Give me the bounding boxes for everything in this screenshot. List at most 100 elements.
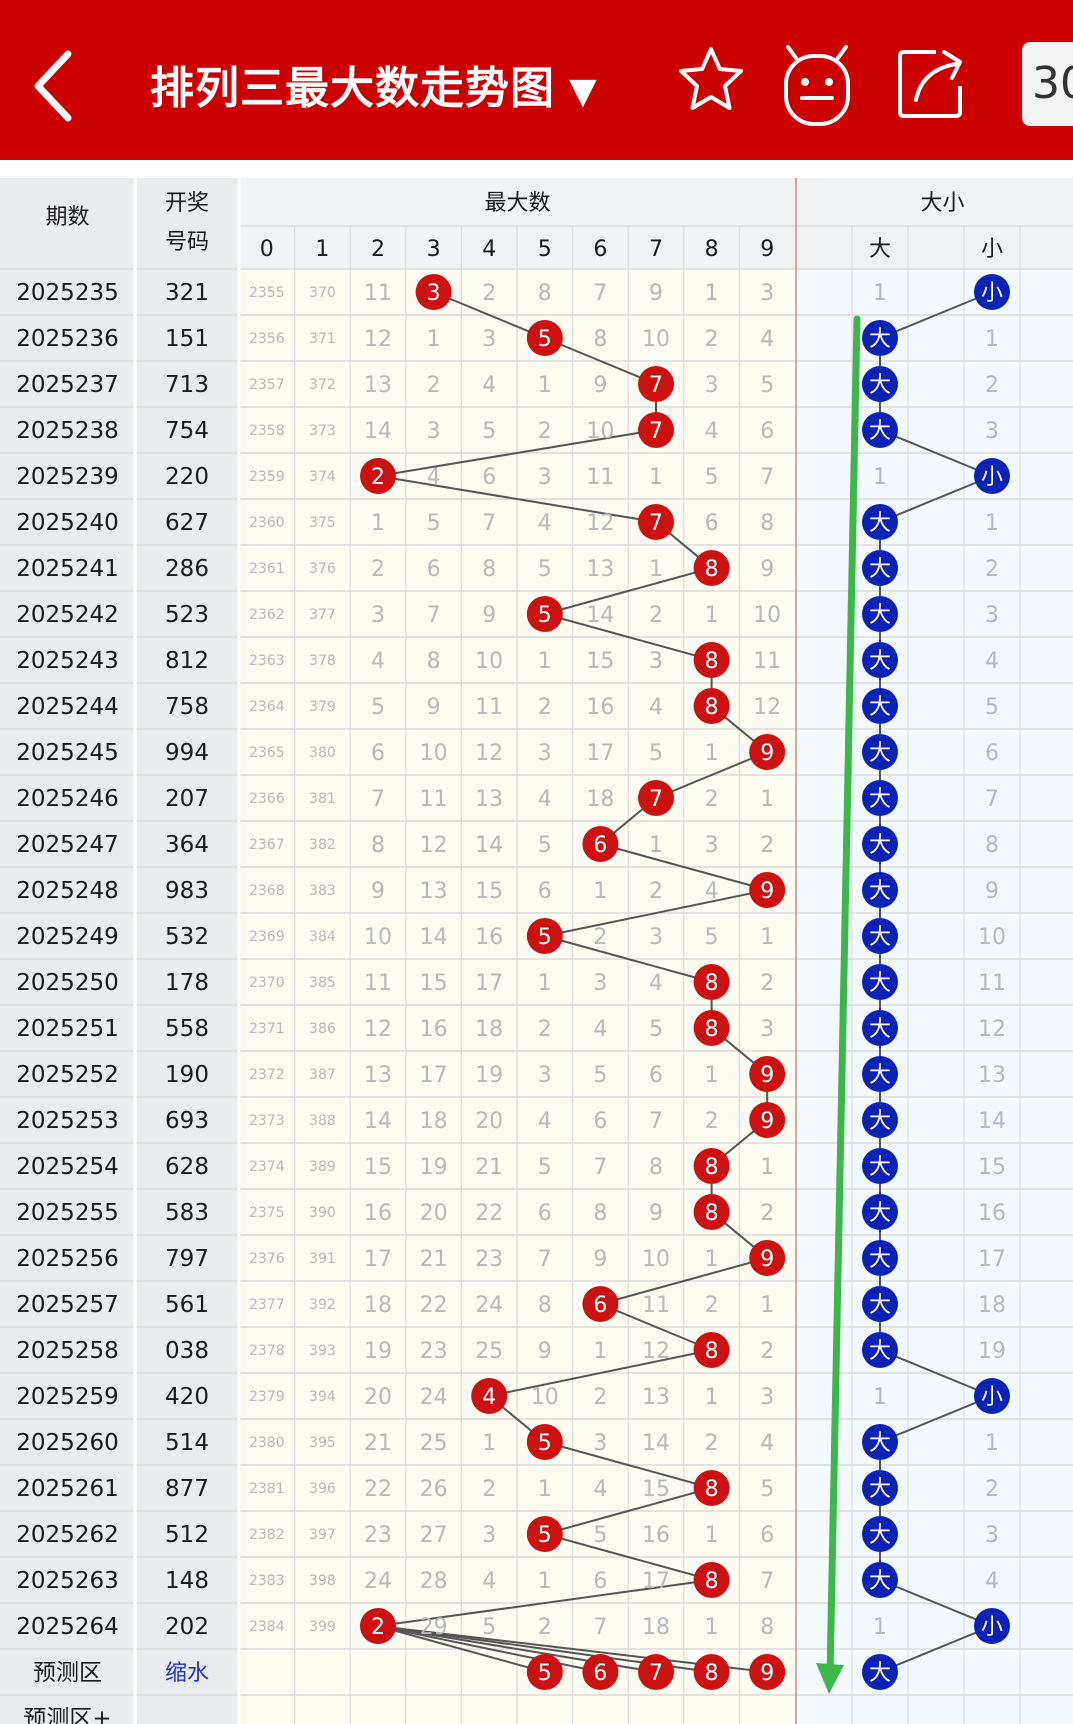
- digit-header-6: 6: [593, 237, 607, 262]
- omission-value: 5: [538, 557, 552, 582]
- size-omission-value: 19: [978, 1339, 1006, 1364]
- robot-button[interactable]: [780, 44, 854, 132]
- size-ball-label-ball: [974, 1608, 1010, 1644]
- omission-value: 7: [593, 1615, 607, 1640]
- omission-value: 2382: [249, 1527, 285, 1543]
- omission-value: 392: [309, 1297, 336, 1313]
- draw-number: 523: [165, 602, 209, 628]
- predict-size-label: 大: [869, 1661, 891, 1686]
- draw-number: 514: [165, 1430, 209, 1456]
- size-ball-label-ball: [862, 1332, 898, 1368]
- omission-value: 1: [705, 1523, 719, 1548]
- size-omission-value: 2: [985, 1477, 999, 1502]
- period-count-input[interactable]: 30: [1022, 42, 1073, 126]
- star-icon: [679, 47, 743, 110]
- max-digit-ball-label-ball: [415, 274, 452, 310]
- omission-value: 9: [593, 373, 607, 398]
- omission-value: 395: [309, 1435, 336, 1451]
- size-ball-label: 大: [869, 741, 891, 766]
- omission-value: 14: [475, 833, 503, 858]
- omission-value: 1: [427, 327, 441, 352]
- omission-value: 2366: [249, 791, 285, 807]
- omission-value: 6: [760, 1523, 774, 1548]
- size-ball-label-ball: [862, 1516, 898, 1552]
- omission-value: 5: [760, 1477, 774, 1502]
- omission-value: 6: [538, 879, 552, 904]
- omission-value: 4: [538, 511, 552, 536]
- draw-number: 877: [165, 1476, 209, 1502]
- omission-value: 7: [427, 603, 441, 628]
- omission-value: 5: [538, 1155, 552, 1180]
- omission-value: 10: [753, 603, 781, 628]
- page-title[interactable]: 排列三最大数走势图 ▼: [150, 52, 598, 116]
- omission-value: 1: [649, 833, 663, 858]
- issue-number: 2025246: [16, 786, 118, 812]
- omission-value: 1: [538, 971, 552, 996]
- draw-number: 512: [165, 1522, 209, 1548]
- omission-value: 2356: [249, 331, 285, 347]
- size-ball-label: 大: [869, 1063, 891, 1088]
- size-ball-label: 大: [869, 879, 891, 904]
- size-omission-value: 5: [985, 695, 999, 720]
- omission-value: 17: [586, 741, 614, 766]
- size-ball-label: 大: [869, 373, 891, 398]
- omission-value: 7: [482, 511, 496, 536]
- max-digit-ball-label: 6: [593, 833, 607, 858]
- omission-value: 7: [593, 1155, 607, 1180]
- omission-value: 23: [420, 1339, 448, 1364]
- omission-value: 5: [482, 1615, 496, 1640]
- size-ball-label-ball: [862, 1194, 898, 1230]
- digit-header-3: 3: [427, 237, 441, 262]
- draw-number: 220: [165, 464, 209, 490]
- issue-number: 2025257: [16, 1292, 118, 1318]
- share-icon: [898, 50, 962, 118]
- omission-value: 2: [760, 971, 774, 996]
- omission-value: 21: [364, 1431, 392, 1456]
- draw-number: 758: [165, 694, 209, 720]
- favorite-button[interactable]: [676, 44, 746, 118]
- omission-value: 24: [475, 1293, 503, 1318]
- omission-value: 4: [760, 327, 774, 352]
- size-omission-value: 18: [978, 1293, 1006, 1318]
- page-title-text: 排列三最大数走势图: [150, 63, 555, 114]
- max-digit-ball-label: 8: [705, 1477, 719, 1502]
- back-button[interactable]: [30, 48, 76, 128]
- omission-value: 8: [649, 1155, 663, 1180]
- omission-value: 1: [649, 465, 663, 490]
- size-ball-label: 大: [869, 1477, 891, 1502]
- omission-value: 378: [309, 653, 336, 669]
- predict-shrink-link[interactable]: 缩水: [165, 1661, 209, 1686]
- issue-number: 2025255: [16, 1200, 118, 1226]
- omission-value: 1: [760, 1293, 774, 1318]
- size-ball-label: 大: [869, 649, 891, 674]
- size-group-header: 大小: [920, 191, 964, 216]
- draw-number: 754: [165, 418, 209, 444]
- size-ball-label: 大: [869, 603, 891, 628]
- omission-value: 5: [593, 1063, 607, 1088]
- omission-value: 15: [364, 1155, 392, 1180]
- size-ball-label: 小: [981, 465, 1003, 490]
- omission-value: 5: [371, 695, 385, 720]
- header-row-bg: [239, 178, 1073, 269]
- omission-value: 2384: [249, 1619, 285, 1635]
- size-ball-label-ball: [862, 1562, 898, 1598]
- omission-value: 370: [309, 285, 336, 301]
- omission-value: 2377: [249, 1297, 285, 1313]
- omission-value: 1: [705, 281, 719, 306]
- max-digit-ball-label: 2: [371, 1615, 385, 1640]
- omission-value: 393: [309, 1343, 336, 1359]
- max-digit-ball-label-ball: [638, 366, 674, 402]
- size-ball-label-ball: [862, 1286, 898, 1322]
- max-digit-ball-label: 9: [760, 879, 774, 904]
- max-digit-ball-label-ball: [526, 1516, 563, 1552]
- size-omission-value: 10: [978, 925, 1006, 950]
- omission-value: 8: [538, 1293, 552, 1318]
- omission-value: 7: [593, 281, 607, 306]
- size-omission-value: 3: [985, 419, 999, 444]
- issue-number: 2025253: [16, 1108, 118, 1134]
- draw-number: 627: [165, 510, 209, 536]
- share-button[interactable]: [896, 44, 968, 124]
- max-digit-ball-label: 9: [760, 1247, 774, 1272]
- max-digit-ball-label-ball: [638, 412, 674, 448]
- draw-header-line1: 开奖: [165, 191, 209, 216]
